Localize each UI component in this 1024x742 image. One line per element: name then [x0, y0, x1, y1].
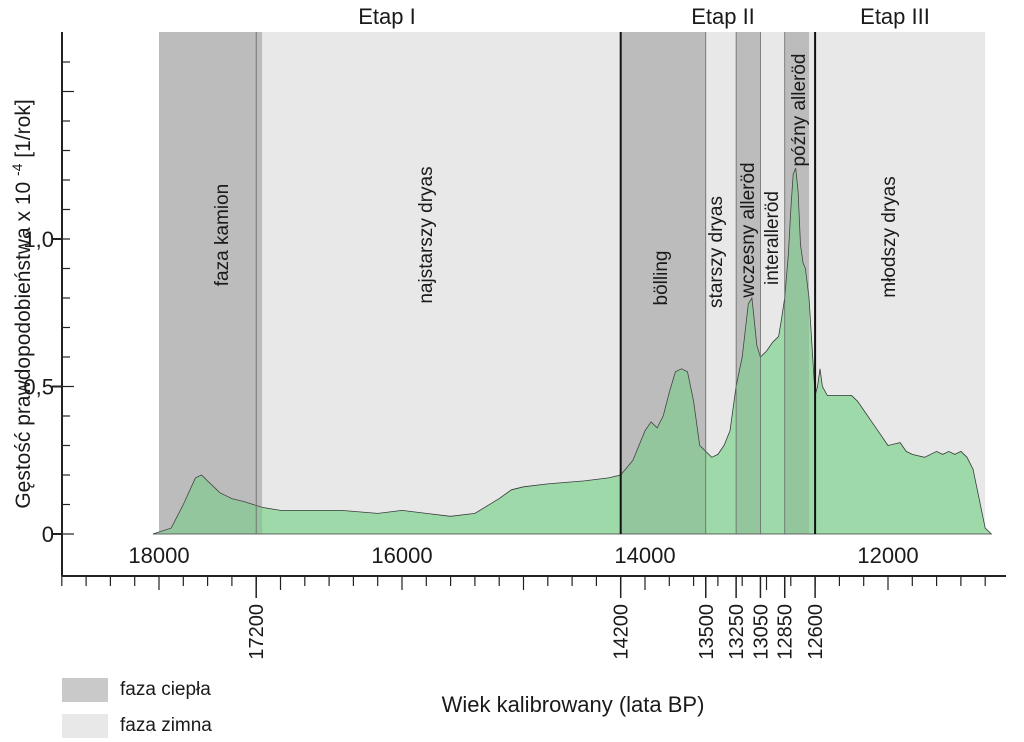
phase-overlay-6: [784, 32, 810, 534]
phase-label-5: interalleröd: [762, 191, 783, 285]
y-tick-label-1: 0,5: [23, 375, 54, 400]
legend-warm: faza ciepła: [62, 678, 211, 702]
phase-label-6: późny alleröd: [789, 53, 810, 166]
legend-cold-swatch: [62, 714, 108, 738]
phase-label-1: najstarszy dryas: [416, 166, 437, 303]
boundary-label-12850: 12850: [775, 604, 797, 660]
phase-label-0: faza kamion: [212, 184, 233, 286]
y-tick-label-2: 1,0: [23, 227, 54, 252]
density-area-layer: [152, 32, 993, 535]
phase-label-2: bölling: [651, 251, 672, 306]
x-tick-label-2: 14000: [614, 543, 675, 568]
boundary-label-17200: 17200: [246, 604, 268, 660]
phase-label-3: starszy dryas: [706, 196, 727, 308]
boundary-label-13250: 13250: [726, 604, 748, 660]
x-axis-title: Wiek kalibrowany (lata BP): [442, 692, 705, 717]
legend-cold-label: faza zimna: [120, 715, 212, 736]
stage-label-1: Etap II: [691, 4, 755, 29]
boundary-label-14200: 14200: [611, 604, 633, 660]
chart-texts: Gęstość prawdopodobieństwa x 10 -4 [1/ro…: [9, 4, 930, 717]
phase-label-7: młodszy dryas: [879, 176, 900, 297]
x-tick-label-1: 16000: [371, 543, 432, 568]
y-tick-label-0: 0: [42, 522, 54, 547]
x-tick-label-0: 18000: [128, 543, 189, 568]
phase-overlay-0: [159, 32, 263, 534]
stage-label-0: Etap I: [358, 4, 415, 29]
boundary-label-12600: 12600: [805, 604, 827, 660]
phase-band-0: [159, 32, 263, 534]
boundary-label-13050: 13050: [750, 604, 772, 660]
x-tick-label-3: 12000: [857, 543, 918, 568]
legend-cold: faza zimna: [62, 714, 212, 738]
phase-overlay-2: [620, 32, 706, 534]
axes: 18000 16000 14000 12000 0 0,5 1,0: [23, 32, 1006, 590]
phase-overlay-4: [736, 32, 761, 534]
legend-warm-swatch: [62, 678, 108, 702]
boundary-label-13500: 13500: [696, 604, 718, 660]
phase-boundaries: 17200 14200 13500 13250 13050 12850 12600: [246, 32, 827, 660]
density-area: [152, 168, 993, 535]
stage-label-2: Etap III: [860, 4, 930, 29]
phase-label-4: wczesny alleröd: [738, 162, 759, 298]
y-axis-title: Gęstość prawdopodobieństwa x 10 -4 [1/ro…: [9, 99, 35, 508]
legend-warm-label: faza ciepła: [120, 679, 211, 700]
phase-band-1: [262, 32, 621, 534]
